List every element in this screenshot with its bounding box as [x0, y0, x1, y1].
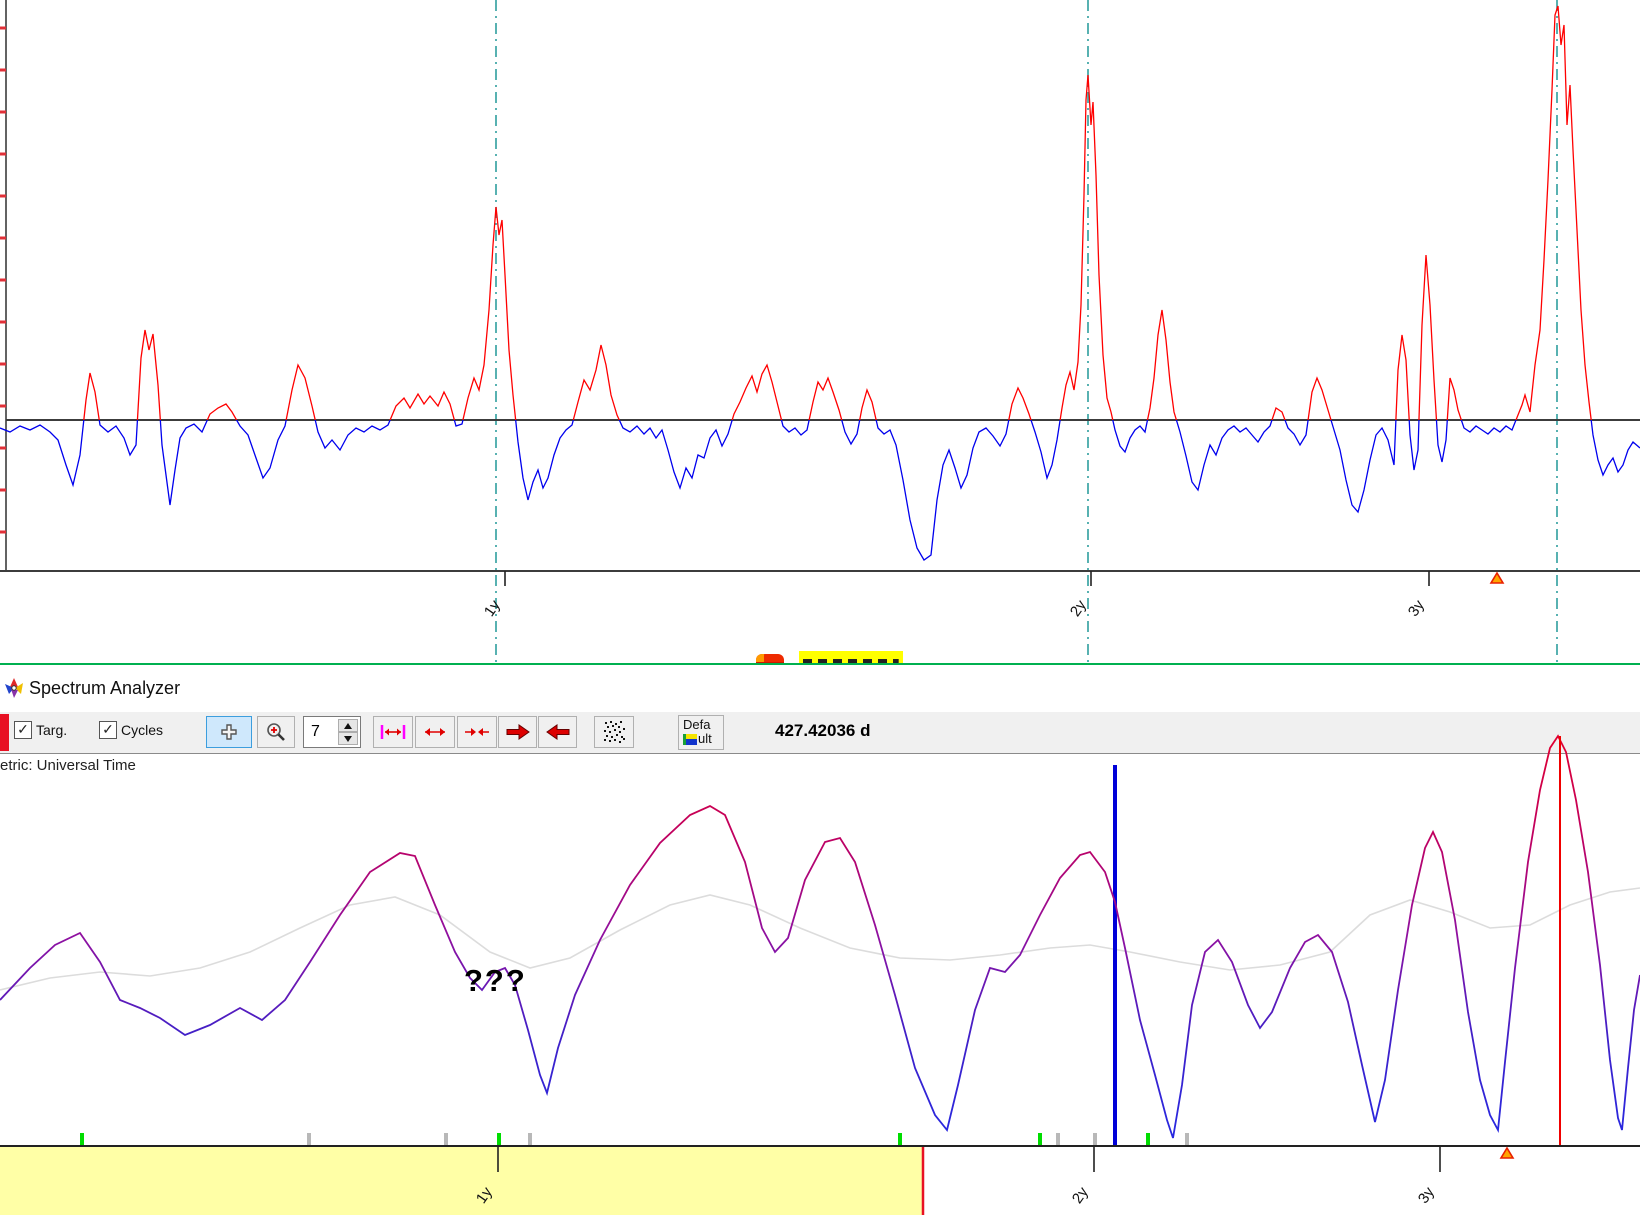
selection-marker-triangle	[1501, 1148, 1513, 1158]
spectrum-analyzer-titlebar[interactable]: Spectrum Analyzer	[0, 667, 1640, 712]
x-tick-label: 2y	[1069, 1184, 1092, 1207]
spectrum-power-curve	[0, 736, 1640, 1138]
window-title: Spectrum Analyzer	[29, 678, 180, 699]
negative-deviation-curve	[0, 6, 1640, 560]
selection-marker-triangle	[1491, 573, 1503, 583]
periodogram-chart[interactable]: 1y 2y 3y	[0, 0, 1640, 668]
unknown-cycle-annotation: ???	[464, 963, 527, 999]
spectrum-chart[interactable]: 1y2y3y	[0, 728, 1640, 1215]
x-tick-label: 3y	[1405, 597, 1428, 620]
x-tick-label: 3y	[1415, 1184, 1438, 1207]
spectrum-analyzer-screen: 1y2y3y Spectrum Analyzer ✓ Targ. ✓ Cycle…	[0, 0, 1640, 1215]
spectrum-analyzer-app-icon	[3, 676, 25, 700]
x-tick-label: 2y	[1067, 597, 1090, 620]
highlight-region	[0, 1147, 923, 1215]
x-tick-label: 1y	[481, 597, 504, 620]
window-separator	[0, 663, 1640, 665]
smoothed-spectrum-curve	[0, 888, 1640, 990]
positive-deviation-curve	[0, 6, 1640, 560]
